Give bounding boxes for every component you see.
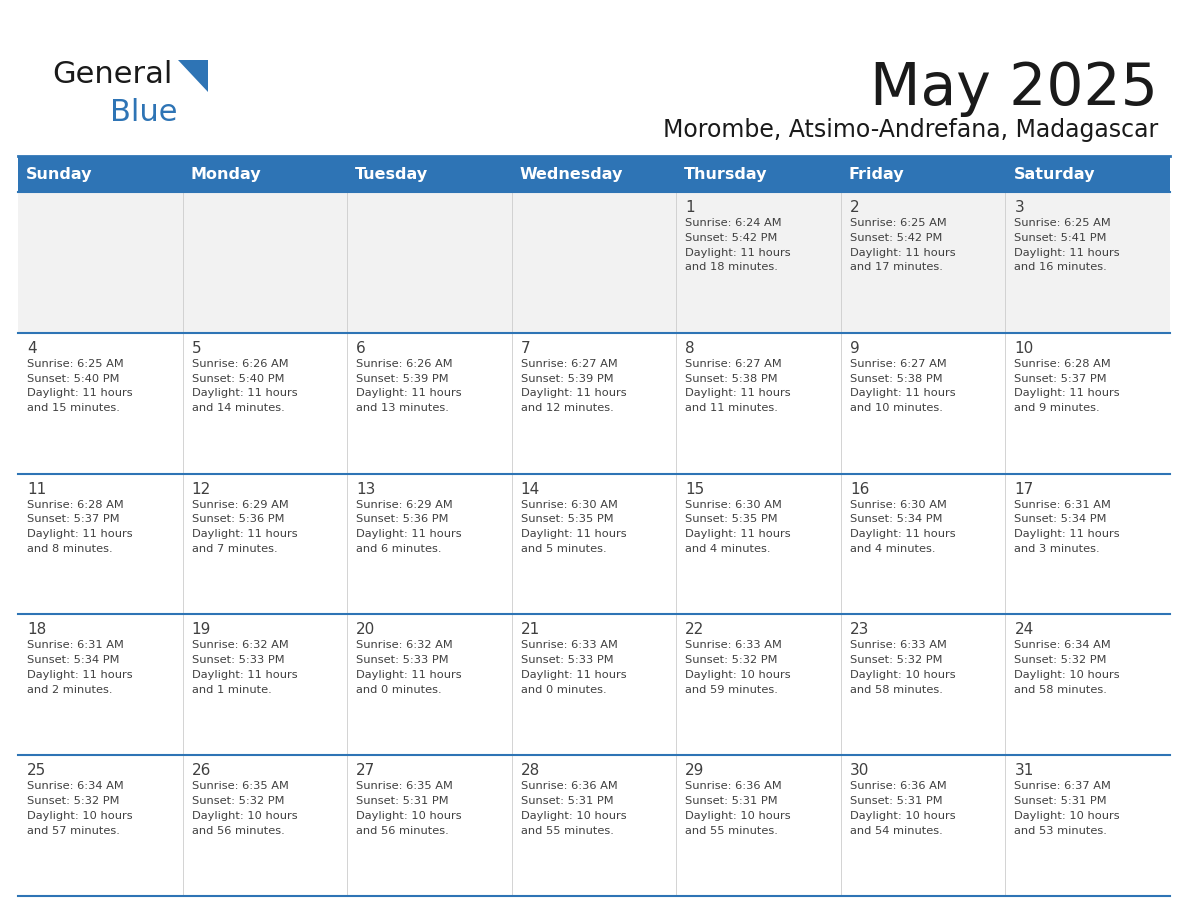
Text: Sunrise: 6:25 AM
Sunset: 5:41 PM
Daylight: 11 hours
and 16 minutes.: Sunrise: 6:25 AM Sunset: 5:41 PM Dayligh…	[1015, 218, 1120, 273]
Text: 14: 14	[520, 482, 541, 497]
Text: Sunrise: 6:30 AM
Sunset: 5:34 PM
Daylight: 11 hours
and 4 minutes.: Sunrise: 6:30 AM Sunset: 5:34 PM Dayligh…	[849, 499, 955, 554]
Text: 16: 16	[849, 482, 870, 497]
Text: 18: 18	[27, 622, 46, 637]
Text: 4: 4	[27, 341, 37, 356]
Text: Sunrise: 6:32 AM
Sunset: 5:33 PM
Daylight: 11 hours
and 1 minute.: Sunrise: 6:32 AM Sunset: 5:33 PM Dayligh…	[191, 641, 297, 695]
Text: 13: 13	[356, 482, 375, 497]
Text: Sunrise: 6:30 AM
Sunset: 5:35 PM
Daylight: 11 hours
and 4 minutes.: Sunrise: 6:30 AM Sunset: 5:35 PM Dayligh…	[685, 499, 791, 554]
Text: Sunrise: 6:28 AM
Sunset: 5:37 PM
Daylight: 11 hours
and 9 minutes.: Sunrise: 6:28 AM Sunset: 5:37 PM Dayligh…	[1015, 359, 1120, 413]
Bar	[18, 333, 1170, 474]
Text: Sunrise: 6:34 AM
Sunset: 5:32 PM
Daylight: 10 hours
and 57 minutes.: Sunrise: 6:34 AM Sunset: 5:32 PM Dayligh…	[27, 781, 133, 835]
Text: Blue: Blue	[110, 98, 177, 127]
Text: 2: 2	[849, 200, 859, 215]
Text: Morombe, Atsimo-Andrefana, Madagascar: Morombe, Atsimo-Andrefana, Madagascar	[663, 118, 1158, 142]
Text: Sunrise: 6:27 AM
Sunset: 5:38 PM
Daylight: 11 hours
and 10 minutes.: Sunrise: 6:27 AM Sunset: 5:38 PM Dayligh…	[849, 359, 955, 413]
Text: Thursday: Thursday	[684, 166, 767, 182]
Text: 27: 27	[356, 763, 375, 778]
Text: Monday: Monday	[190, 166, 261, 182]
Text: 6: 6	[356, 341, 366, 356]
Text: Sunday: Sunday	[26, 166, 93, 182]
Text: 1: 1	[685, 200, 695, 215]
Text: 21: 21	[520, 622, 541, 637]
Text: Sunrise: 6:35 AM
Sunset: 5:32 PM
Daylight: 10 hours
and 56 minutes.: Sunrise: 6:35 AM Sunset: 5:32 PM Dayligh…	[191, 781, 297, 835]
Text: 8: 8	[685, 341, 695, 356]
Text: 10: 10	[1015, 341, 1034, 356]
Text: 19: 19	[191, 622, 211, 637]
Text: Sunrise: 6:31 AM
Sunset: 5:34 PM
Daylight: 11 hours
and 2 minutes.: Sunrise: 6:31 AM Sunset: 5:34 PM Dayligh…	[27, 641, 133, 695]
Text: Friday: Friday	[849, 166, 904, 182]
Text: 20: 20	[356, 622, 375, 637]
Text: Sunrise: 6:27 AM
Sunset: 5:38 PM
Daylight: 11 hours
and 11 minutes.: Sunrise: 6:27 AM Sunset: 5:38 PM Dayligh…	[685, 359, 791, 413]
Text: Sunrise: 6:37 AM
Sunset: 5:31 PM
Daylight: 10 hours
and 53 minutes.: Sunrise: 6:37 AM Sunset: 5:31 PM Dayligh…	[1015, 781, 1120, 835]
Text: Sunrise: 6:31 AM
Sunset: 5:34 PM
Daylight: 11 hours
and 3 minutes.: Sunrise: 6:31 AM Sunset: 5:34 PM Dayligh…	[1015, 499, 1120, 554]
Text: Tuesday: Tuesday	[355, 166, 428, 182]
Bar	[18, 614, 1170, 756]
Text: Sunrise: 6:30 AM
Sunset: 5:35 PM
Daylight: 11 hours
and 5 minutes.: Sunrise: 6:30 AM Sunset: 5:35 PM Dayligh…	[520, 499, 626, 554]
Text: 28: 28	[520, 763, 541, 778]
Text: 29: 29	[685, 763, 704, 778]
Text: Sunrise: 6:32 AM
Sunset: 5:33 PM
Daylight: 11 hours
and 0 minutes.: Sunrise: 6:32 AM Sunset: 5:33 PM Dayligh…	[356, 641, 462, 695]
Text: 12: 12	[191, 482, 210, 497]
Text: Sunrise: 6:36 AM
Sunset: 5:31 PM
Daylight: 10 hours
and 55 minutes.: Sunrise: 6:36 AM Sunset: 5:31 PM Dayligh…	[685, 781, 791, 835]
Text: 31: 31	[1015, 763, 1034, 778]
Text: Sunrise: 6:25 AM
Sunset: 5:42 PM
Daylight: 11 hours
and 17 minutes.: Sunrise: 6:25 AM Sunset: 5:42 PM Dayligh…	[849, 218, 955, 273]
Text: 9: 9	[849, 341, 860, 356]
Text: Sunrise: 6:36 AM
Sunset: 5:31 PM
Daylight: 10 hours
and 55 minutes.: Sunrise: 6:36 AM Sunset: 5:31 PM Dayligh…	[520, 781, 626, 835]
Text: May 2025: May 2025	[870, 60, 1158, 117]
Text: Sunrise: 6:29 AM
Sunset: 5:36 PM
Daylight: 11 hours
and 6 minutes.: Sunrise: 6:29 AM Sunset: 5:36 PM Dayligh…	[356, 499, 462, 554]
Text: 11: 11	[27, 482, 46, 497]
Text: Sunrise: 6:29 AM
Sunset: 5:36 PM
Daylight: 11 hours
and 7 minutes.: Sunrise: 6:29 AM Sunset: 5:36 PM Dayligh…	[191, 499, 297, 554]
Text: Sunrise: 6:35 AM
Sunset: 5:31 PM
Daylight: 10 hours
and 56 minutes.: Sunrise: 6:35 AM Sunset: 5:31 PM Dayligh…	[356, 781, 462, 835]
Text: 23: 23	[849, 622, 870, 637]
Text: Sunrise: 6:26 AM
Sunset: 5:39 PM
Daylight: 11 hours
and 13 minutes.: Sunrise: 6:26 AM Sunset: 5:39 PM Dayligh…	[356, 359, 462, 413]
Text: 5: 5	[191, 341, 201, 356]
Text: 3: 3	[1015, 200, 1024, 215]
Text: Sunrise: 6:33 AM
Sunset: 5:32 PM
Daylight: 10 hours
and 58 minutes.: Sunrise: 6:33 AM Sunset: 5:32 PM Dayligh…	[849, 641, 955, 695]
Text: General: General	[52, 60, 172, 89]
Text: Saturday: Saturday	[1013, 166, 1095, 182]
Text: Sunrise: 6:28 AM
Sunset: 5:37 PM
Daylight: 11 hours
and 8 minutes.: Sunrise: 6:28 AM Sunset: 5:37 PM Dayligh…	[27, 499, 133, 554]
Bar	[18, 192, 1170, 333]
Text: Sunrise: 6:25 AM
Sunset: 5:40 PM
Daylight: 11 hours
and 15 minutes.: Sunrise: 6:25 AM Sunset: 5:40 PM Dayligh…	[27, 359, 133, 413]
Bar	[18, 474, 1170, 614]
Bar	[18, 156, 1170, 192]
Text: 25: 25	[27, 763, 46, 778]
Text: 26: 26	[191, 763, 211, 778]
Text: 15: 15	[685, 482, 704, 497]
Text: Wednesday: Wednesday	[519, 166, 623, 182]
Text: Sunrise: 6:36 AM
Sunset: 5:31 PM
Daylight: 10 hours
and 54 minutes.: Sunrise: 6:36 AM Sunset: 5:31 PM Dayligh…	[849, 781, 955, 835]
Text: 17: 17	[1015, 482, 1034, 497]
Polygon shape	[178, 60, 208, 92]
Text: Sunrise: 6:27 AM
Sunset: 5:39 PM
Daylight: 11 hours
and 12 minutes.: Sunrise: 6:27 AM Sunset: 5:39 PM Dayligh…	[520, 359, 626, 413]
Text: 24: 24	[1015, 622, 1034, 637]
Text: 7: 7	[520, 341, 530, 356]
Text: Sunrise: 6:24 AM
Sunset: 5:42 PM
Daylight: 11 hours
and 18 minutes.: Sunrise: 6:24 AM Sunset: 5:42 PM Dayligh…	[685, 218, 791, 273]
Text: 22: 22	[685, 622, 704, 637]
Bar	[18, 756, 1170, 896]
Text: 30: 30	[849, 763, 870, 778]
Text: Sunrise: 6:26 AM
Sunset: 5:40 PM
Daylight: 11 hours
and 14 minutes.: Sunrise: 6:26 AM Sunset: 5:40 PM Dayligh…	[191, 359, 297, 413]
Text: Sunrise: 6:33 AM
Sunset: 5:33 PM
Daylight: 11 hours
and 0 minutes.: Sunrise: 6:33 AM Sunset: 5:33 PM Dayligh…	[520, 641, 626, 695]
Text: Sunrise: 6:33 AM
Sunset: 5:32 PM
Daylight: 10 hours
and 59 minutes.: Sunrise: 6:33 AM Sunset: 5:32 PM Dayligh…	[685, 641, 791, 695]
Text: Sunrise: 6:34 AM
Sunset: 5:32 PM
Daylight: 10 hours
and 58 minutes.: Sunrise: 6:34 AM Sunset: 5:32 PM Dayligh…	[1015, 641, 1120, 695]
